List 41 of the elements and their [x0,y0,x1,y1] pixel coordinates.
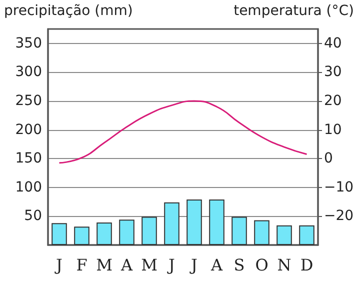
bar [52,223,67,245]
x-tick-label: D [300,256,314,274]
x-tick-label: F [76,256,88,274]
bar [186,199,202,245]
y-axis-title: precipitação (mm) [4,3,133,19]
bar [96,222,112,245]
x-tick-label: A [210,256,223,274]
x-tick-label: S [234,256,245,274]
y2-axis-title: temperatura (°C) [234,3,354,19]
y-tick-label: 100 [15,179,42,196]
bar [164,202,180,245]
bar [276,225,292,245]
bar [142,216,157,245]
bar [299,225,314,245]
y-tick-label: 150 [15,150,42,167]
x-tick-label: M [96,256,112,274]
y-tick-label: 300 [15,64,42,80]
y2-tick-label: 10 [324,122,342,138]
y2-tick-label: 40 [324,35,342,52]
y-tick-label: 350 [15,35,42,52]
x-tick-label: A [120,256,133,274]
y-tick-label: 50 [24,208,42,224]
line-series [58,100,308,164]
y2-tick-label: 20 [324,93,342,109]
x-tick-label: J [189,256,198,274]
y2-tick-label: −20 [324,208,354,224]
bar [74,226,90,245]
x-tick-label: M [141,256,158,274]
y2-tick-label: 30 [324,64,342,80]
y2-tick-label: 0 [324,150,333,167]
bar [119,220,134,245]
y-tick-label: 250 [15,93,42,109]
bar [232,216,247,245]
x-tick-label: J [54,256,62,274]
y2-tick-label: −10 [324,179,354,196]
y-tick-label: 200 [15,122,42,138]
x-tick-label: O [255,256,268,274]
x-tick-label: J [166,256,175,274]
bar [254,220,270,245]
x-tick-label: N [277,256,292,274]
bar [209,199,224,245]
